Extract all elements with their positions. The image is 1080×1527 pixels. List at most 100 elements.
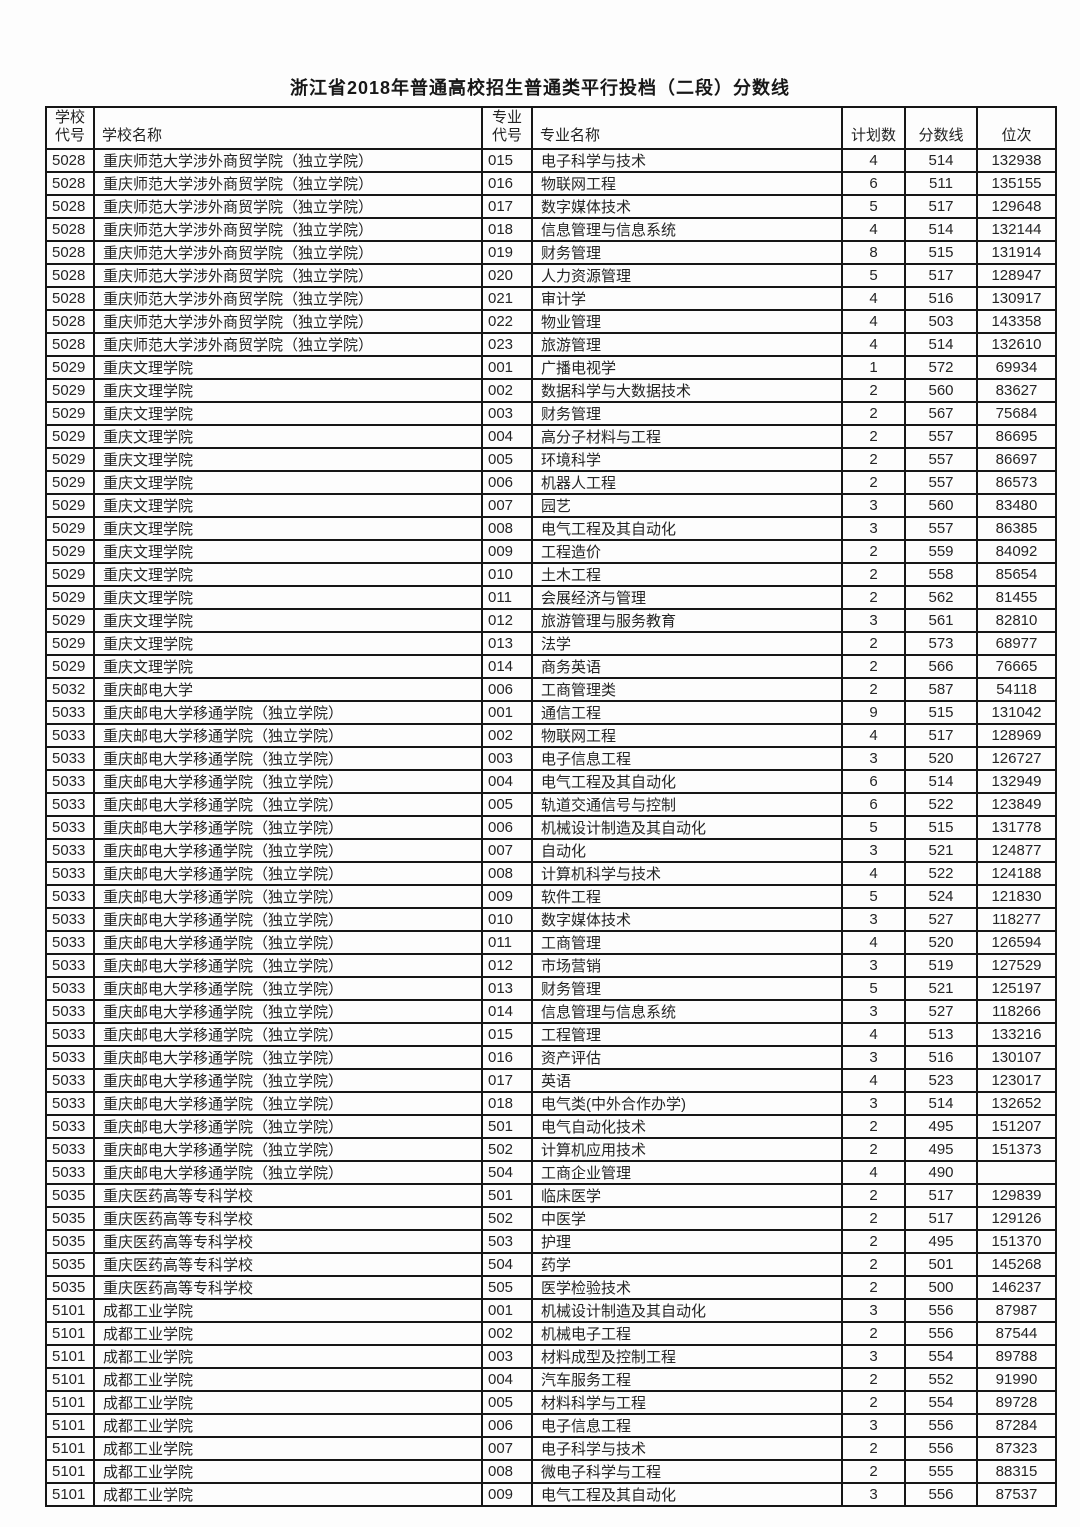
cell-score-line: 501 [904, 1252, 978, 1277]
table-row: 5033 重庆邮电大学移通学院（独立学院） 013 财务管理 5 521 125… [45, 976, 1057, 1001]
cell-major-name: 财务管理 [531, 401, 843, 426]
cell-major-code: 502 [481, 1206, 533, 1231]
cell-rank: 75684 [976, 401, 1057, 426]
cell-plan-count: 4 [841, 1022, 906, 1047]
cell-score-line: 513 [904, 1022, 978, 1047]
cell-major-code: 014 [481, 654, 533, 679]
table-row: 5101 成都工业学院 005 材料科学与工程 2 554 89728 [45, 1390, 1057, 1415]
cell-major-name: 法学 [531, 631, 843, 656]
cell-major-code: 005 [481, 792, 533, 817]
table-row: 5033 重庆邮电大学移通学院（独立学院） 016 资产评估 3 516 130… [45, 1045, 1057, 1070]
cell-score-line: 561 [904, 608, 978, 633]
cell-score-line: 566 [904, 654, 978, 679]
cell-school-code: 5033 [45, 1137, 95, 1162]
cell-major-code: 003 [481, 746, 533, 771]
cell-major-code: 006 [481, 1413, 533, 1438]
cell-rank: 143358 [976, 309, 1057, 334]
cell-major-code: 017 [481, 194, 533, 219]
cell-plan-count: 6 [841, 171, 906, 196]
cell-score-line: 511 [904, 171, 978, 196]
cell-major-name: 材料成型及控制工程 [531, 1344, 843, 1369]
header-major-code-line2: 代号 [491, 127, 522, 144]
cell-score-line: 495 [904, 1114, 978, 1139]
cell-school-code: 5029 [45, 631, 95, 656]
cell-school-code: 5029 [45, 608, 95, 633]
cell-major-name: 电气工程及其自动化 [531, 769, 843, 794]
table-row: 5101 成都工业学院 002 机械电子工程 2 556 87544 [45, 1321, 1057, 1346]
cell-score-line: 556 [904, 1436, 978, 1461]
cell-rank: 135155 [976, 171, 1057, 196]
cell-major-code: 504 [481, 1160, 533, 1185]
cell-major-name: 机器人工程 [531, 470, 843, 495]
cell-plan-count: 5 [841, 884, 906, 909]
cell-rank: 132144 [976, 217, 1057, 242]
cell-school-name: 重庆邮电大学移通学院（独立学院） [93, 1137, 483, 1162]
cell-school-name: 重庆文理学院 [93, 447, 483, 472]
cell-score-line: 517 [904, 1206, 978, 1231]
cell-school-name: 重庆文理学院 [93, 401, 483, 426]
cell-major-name: 广播电视学 [531, 355, 843, 380]
cell-rank: 76665 [976, 654, 1057, 679]
cell-score-line: 558 [904, 562, 978, 587]
cell-plan-count: 9 [841, 700, 906, 725]
cell-score-line: 554 [904, 1344, 978, 1369]
cell-major-name: 汽车服务工程 [531, 1367, 843, 1392]
cell-school-name: 重庆师范大学涉外商贸学院（独立学院） [93, 217, 483, 242]
cell-plan-count: 2 [841, 539, 906, 564]
header-score-line: 分数线 [904, 106, 978, 150]
table-row: 5033 重庆邮电大学移通学院（独立学院） 005 轨道交通信号与控制 6 52… [45, 792, 1057, 817]
cell-score-line: 514 [904, 769, 978, 794]
cell-plan-count: 3 [841, 1045, 906, 1070]
cell-school-name: 重庆邮电大学移通学院（独立学院） [93, 1114, 483, 1139]
cell-plan-count: 2 [841, 677, 906, 702]
cell-major-code: 013 [481, 631, 533, 656]
cell-major-code: 002 [481, 378, 533, 403]
cell-school-name: 重庆师范大学涉外商贸学院（独立学院） [93, 332, 483, 357]
cell-plan-count: 3 [841, 746, 906, 771]
table-row: 5029 重庆文理学院 005 环境科学 2 557 86697 [45, 447, 1057, 472]
cell-major-name: 电气自动化技术 [531, 1114, 843, 1139]
cell-rank: 85654 [976, 562, 1057, 587]
cell-school-name: 重庆医药高等专科学校 [93, 1252, 483, 1277]
cell-major-code: 501 [481, 1114, 533, 1139]
cell-score-line: 514 [904, 1091, 978, 1116]
table-row: 5101 成都工业学院 007 电子科学与技术 2 556 87323 [45, 1436, 1057, 1461]
cell-score-line: 554 [904, 1390, 978, 1415]
cell-score-line: 556 [904, 1298, 978, 1323]
cell-rank: 123849 [976, 792, 1057, 817]
table-row: 5101 成都工业学院 001 机械设计制造及其自动化 3 556 87987 [45, 1298, 1057, 1323]
cell-rank: 151370 [976, 1229, 1057, 1254]
cell-rank: 131914 [976, 240, 1057, 265]
cell-major-name: 电子信息工程 [531, 746, 843, 771]
cell-score-line: 503 [904, 309, 978, 334]
cell-major-code: 501 [481, 1183, 533, 1208]
cell-score-line: 514 [904, 148, 978, 173]
cell-major-name: 护理 [531, 1229, 843, 1254]
cell-major-code: 009 [481, 1482, 533, 1507]
cell-major-name: 信息管理与信息系统 [531, 999, 843, 1024]
cell-plan-count: 4 [841, 723, 906, 748]
table-row: 5028 重庆师范大学涉外商贸学院（独立学院） 022 物业管理 4 503 1… [45, 309, 1057, 334]
header-school-code-line1: 学校 [54, 109, 85, 126]
cell-school-code: 5101 [45, 1367, 95, 1392]
cell-school-code: 5033 [45, 723, 95, 748]
header-school-code: 学校 代号 [45, 106, 95, 150]
table-row: 5029 重庆文理学院 004 高分子材料与工程 2 557 86695 [45, 424, 1057, 449]
cell-rank: 129648 [976, 194, 1057, 219]
cell-school-name: 重庆邮电大学移通学院（独立学院） [93, 976, 483, 1001]
cell-school-code: 5101 [45, 1344, 95, 1369]
table-row: 5035 重庆医药高等专科学校 503 护理 2 495 151370 [45, 1229, 1057, 1254]
cell-rank: 54118 [976, 677, 1057, 702]
cell-major-name: 数字媒体技术 [531, 907, 843, 932]
cell-major-name: 市场营销 [531, 953, 843, 978]
table-row: 5029 重庆文理学院 013 法学 2 573 68977 [45, 631, 1057, 656]
table-row: 5101 成都工业学院 004 汽车服务工程 2 552 91990 [45, 1367, 1057, 1392]
table-row: 5032 重庆邮电大学 006 工商管理类 2 587 54118 [45, 677, 1057, 702]
cell-score-line: 555 [904, 1459, 978, 1484]
cell-school-code: 5033 [45, 953, 95, 978]
cell-school-code: 5029 [45, 493, 95, 518]
cell-school-name: 重庆邮电大学移通学院（独立学院） [93, 953, 483, 978]
cell-plan-count: 4 [841, 861, 906, 886]
cell-school-code: 5028 [45, 263, 95, 288]
table-row: 5028 重庆师范大学涉外商贸学院（独立学院） 020 人力资源管理 5 517… [45, 263, 1057, 288]
